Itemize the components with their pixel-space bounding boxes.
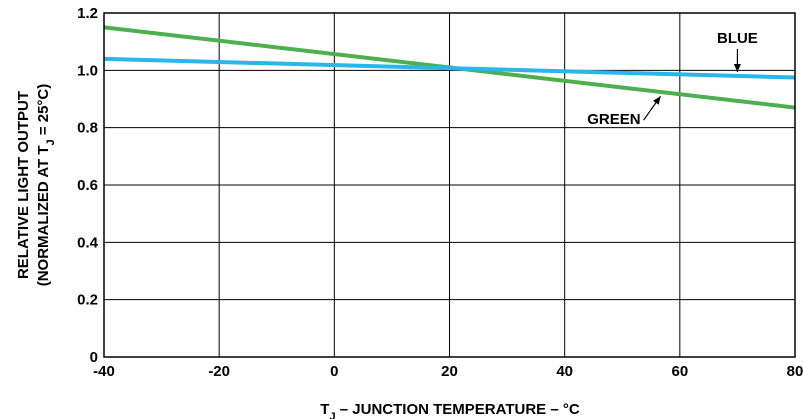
y-axis-title-line1: RELATIVE LIGHT OUTPUT — [15, 91, 32, 279]
y-tick-label: 0 — [90, 349, 98, 366]
annotation-green: GREEN — [587, 111, 640, 128]
x-tick-label: 20 — [441, 363, 458, 380]
x-axis-title: TJ – JUNCTION TEMPERATURE – °C — [320, 401, 580, 419]
plot-frame — [103, 12, 796, 358]
y-tick-label: 0.6 — [77, 177, 98, 194]
x-tick-labels: -40 -20 0 20 40 60 80 — [93, 363, 803, 380]
series-line-blue — [103, 56, 796, 80]
y-axis-title-line2: (NORMALIZED AT TJ = 25°C) — [35, 84, 57, 287]
x-tick-label: 40 — [556, 363, 573, 380]
annotation-arrow-blue — [733, 48, 741, 72]
series-lines — [103, 25, 796, 110]
annotation-arrow-green — [643, 95, 662, 121]
y-tick-labels: 0 0.2 0.4 0.6 0.8 1.0 1.2 — [77, 5, 99, 366]
y-tick-label: 1.2 — [77, 5, 98, 22]
x-tick-label: 80 — [787, 363, 803, 380]
y-tick-label: 0.4 — [77, 234, 99, 251]
grid — [104, 13, 795, 357]
y-tick-label: 0.8 — [77, 120, 98, 137]
x-tick-label: 60 — [671, 363, 688, 380]
y-axis-title: RELATIVE LIGHT OUTPUT (NORMALIZED AT TJ … — [15, 84, 57, 287]
annotations: BLUE GREEN — [587, 30, 758, 128]
y-tick-label: 0.2 — [77, 292, 98, 309]
x-tick-label: 0 — [330, 363, 338, 380]
x-tick-label: -20 — [208, 363, 230, 380]
y-tick-label: 1.0 — [77, 62, 98, 79]
annotation-blue: BLUE — [717, 30, 758, 47]
x-tick-label: -40 — [93, 363, 115, 380]
